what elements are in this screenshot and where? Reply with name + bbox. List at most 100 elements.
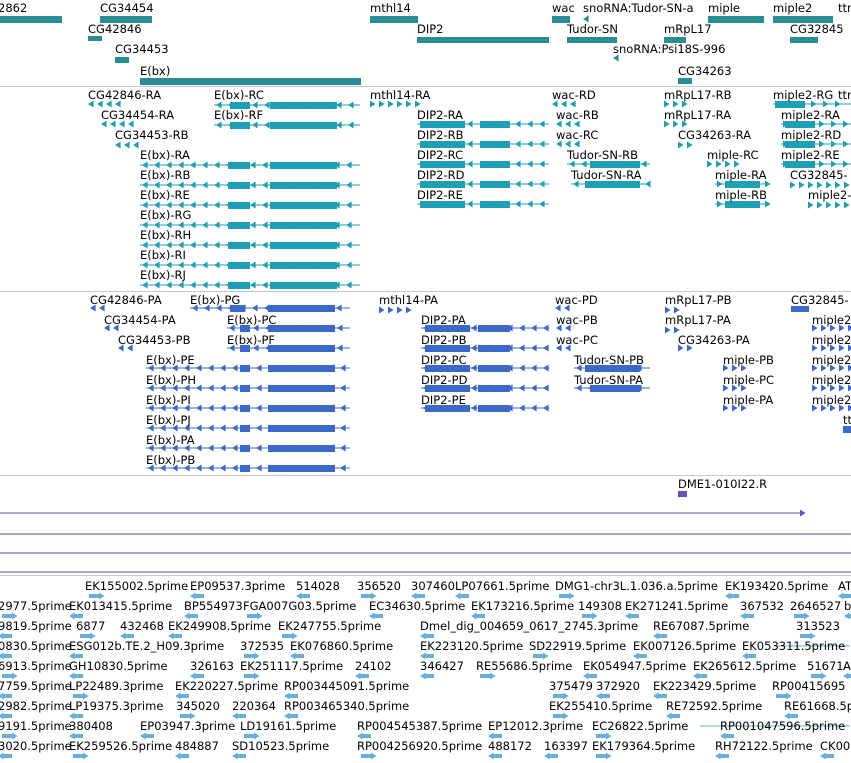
- transcript-label[interactable]: DIP2-RC: [417, 148, 464, 162]
- est-glyph[interactable]: [2, 614, 12, 618]
- est-label[interactable]: EK249908.5prime: [168, 619, 272, 633]
- transcript-label[interactable]: mRpL17-RA: [664, 108, 732, 122]
- est-label[interactable]: 432468: [120, 619, 164, 633]
- est-glyph[interactable]: [553, 694, 563, 698]
- est-label[interactable]: EK173216.5prime: [471, 599, 575, 613]
- transcript-label[interactable]: Tudor-SN-RB: [567, 148, 638, 162]
- est-glyph[interactable]: [73, 614, 83, 618]
- transcript-label[interactable]: E(bx)-RH: [140, 228, 192, 242]
- est-glyph[interactable]: [73, 714, 83, 718]
- gene-bar[interactable]: [370, 16, 418, 23]
- protein-bar[interactable]: [791, 306, 809, 312]
- est-label[interactable]: EP09537.3prime: [190, 579, 286, 593]
- transcript-label[interactable]: miple2-RE: [781, 148, 840, 162]
- est-label[interactable]: FGA007G03.5prime: [243, 599, 357, 613]
- gene-bar[interactable]: [552, 16, 570, 23]
- est-glyph[interactable]: [724, 734, 734, 738]
- est-glyph[interactable]: [788, 714, 798, 718]
- transcript-label[interactable]: DIP2-RA: [417, 108, 464, 122]
- est-label[interactable]: 9191.5prime: [0, 719, 72, 733]
- est-label[interactable]: EP03947.3prime: [140, 719, 236, 733]
- est-glyph[interactable]: [179, 694, 189, 698]
- est-glyph[interactable]: [194, 674, 204, 678]
- transcript-label[interactable]: E(bx)-RG: [140, 208, 192, 222]
- est-label[interactable]: 6877: [76, 619, 106, 633]
- est-glyph[interactable]: [800, 634, 810, 638]
- protein-label[interactable]: DIP2-PB: [421, 333, 467, 347]
- protein-label[interactable]: DIP2-PE: [421, 393, 466, 407]
- protein-label[interactable]: Tudor-SN-PA: [574, 373, 644, 387]
- est-label[interactable]: 9819.5prime: [0, 619, 72, 633]
- gene-bar[interactable]: [0, 16, 62, 23]
- gene-label[interactable]: 2862: [0, 1, 28, 15]
- est-glyph[interactable]: [244, 734, 254, 738]
- protein-label[interactable]: miple2: [812, 353, 851, 367]
- est-glyph[interactable]: [244, 674, 254, 678]
- est-label[interactable]: 488172: [488, 739, 532, 753]
- protein-label[interactable]: E(bx)-PI: [146, 393, 191, 407]
- est-label[interactable]: EP12012.3prime: [488, 719, 584, 733]
- est-glyph[interactable]: [553, 714, 563, 718]
- exon-glyph[interactable]: [268, 425, 335, 432]
- gene-label[interactable]: ttm: [838, 1, 851, 15]
- est-glyph[interactable]: [424, 674, 434, 678]
- exon-glyph[interactable]: [420, 141, 465, 148]
- est-glyph[interactable]: [2, 674, 12, 678]
- protein-label[interactable]: CG32845-: [791, 293, 849, 307]
- est-glyph[interactable]: [424, 654, 434, 658]
- est-glyph[interactable]: [587, 674, 597, 678]
- est-label[interactable]: 149308: [578, 599, 622, 613]
- est-label[interactable]: A: [843, 659, 851, 673]
- gene-bar[interactable]: [708, 16, 764, 23]
- exon-glyph[interactable]: [590, 161, 640, 168]
- protein-label[interactable]: E(bx)-PB: [146, 453, 196, 467]
- est-label[interactable]: 24102: [355, 659, 392, 673]
- exon-glyph[interactable]: [420, 161, 465, 168]
- gene-label[interactable]: CG34453: [115, 42, 169, 56]
- gene-label[interactable]: mthl14: [370, 1, 411, 15]
- est-label[interactable]: LP22489.3prime: [69, 679, 164, 693]
- est-glyph[interactable]: [144, 734, 154, 738]
- est-glyph[interactable]: [697, 674, 707, 678]
- transcript-label[interactable]: miple-RA: [715, 168, 767, 182]
- est-label[interactable]: SD22919.5prime: [529, 639, 627, 653]
- est-glyph[interactable]: [637, 654, 647, 658]
- protein-label[interactable]: DIP2-PC: [421, 353, 467, 367]
- est-glyph[interactable]: [2, 754, 12, 758]
- protein-label[interactable]: miple2: [812, 333, 851, 347]
- protein-label[interactable]: E(bx)-PJ: [146, 413, 191, 427]
- est-glyph[interactable]: [124, 634, 134, 638]
- est-glyph[interactable]: [194, 594, 204, 598]
- exon-glyph[interactable]: [268, 465, 335, 472]
- est-label[interactable]: 163397: [544, 739, 588, 753]
- transcript-label[interactable]: CG32845-: [790, 168, 848, 182]
- est-glyph[interactable]: [361, 734, 371, 738]
- protein-label[interactable]: wac-PD: [555, 293, 598, 307]
- est-label[interactable]: 51671: [807, 659, 844, 673]
- est-glyph[interactable]: [842, 594, 851, 598]
- est-glyph[interactable]: [582, 614, 592, 618]
- est-label[interactable]: Dmel_dig_004659_0617_2745.3prime: [420, 619, 639, 633]
- est-glyph[interactable]: [2, 714, 12, 718]
- est-label[interactable]: EK247755.5prime: [278, 619, 382, 633]
- est-glyph[interactable]: [719, 754, 729, 758]
- protein-label[interactable]: mRpL17-PA: [665, 313, 731, 327]
- est-glyph[interactable]: [475, 614, 485, 618]
- transcript-label[interactable]: DIP2-RE: [417, 188, 463, 202]
- est-glyph[interactable]: [73, 694, 83, 698]
- est-glyph[interactable]: [2, 654, 12, 658]
- est-glyph[interactable]: [559, 594, 569, 598]
- gene-label[interactable]: mRpL17: [664, 22, 712, 36]
- protein-label[interactable]: DIP2-PA: [421, 313, 466, 327]
- est-label[interactable]: RP004256920.5prime: [357, 739, 483, 753]
- est-label[interactable]: 307460: [411, 579, 455, 593]
- gene-bar[interactable]: [140, 78, 361, 85]
- est-glyph[interactable]: [746, 654, 756, 658]
- gene-bar[interactable]: [88, 36, 102, 41]
- est-glyph[interactable]: [596, 734, 606, 738]
- protein-label[interactable]: E(bx)-PE: [146, 353, 195, 367]
- est-glyph[interactable]: [89, 594, 99, 598]
- est-glyph[interactable]: [73, 674, 83, 678]
- clone-label[interactable]: DME1-010I22.R: [678, 477, 768, 491]
- protein-label[interactable]: E(bx)-PF: [227, 333, 276, 347]
